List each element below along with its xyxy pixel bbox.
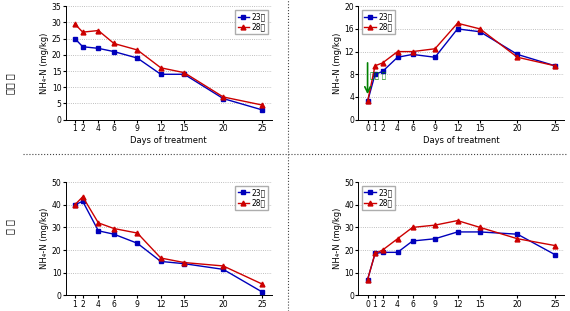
Y-axis label: NH₄-N (mg/kg): NH₄-N (mg/kg) [333,32,341,94]
X-axis label: Days of treatment: Days of treatment [423,136,499,145]
Legend: 23도, 28도: 23도, 28도 [235,186,268,210]
X-axis label: Days of treatment: Days of treatment [131,136,207,145]
Legend: 23도, 28도: 23도, 28도 [362,10,394,34]
Text: 표면 수: 표면 수 [5,74,15,94]
Text: 시비 전: 시비 전 [370,71,386,80]
Text: 토 양: 토 양 [5,220,15,234]
Y-axis label: NH₄-N (mg/kg): NH₄-N (mg/kg) [332,208,341,269]
Y-axis label: NH₄-N (mg/kg): NH₄-N (mg/kg) [40,32,49,94]
Legend: 23도, 28도: 23도, 28도 [235,10,268,34]
Legend: 23도, 28도: 23도, 28도 [362,186,394,210]
Y-axis label: NH₄-N (mg/kg): NH₄-N (mg/kg) [40,208,49,269]
